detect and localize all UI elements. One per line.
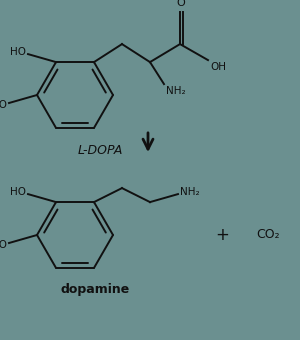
Text: HO: HO bbox=[10, 187, 26, 197]
Text: OH: OH bbox=[210, 62, 226, 72]
Text: +: + bbox=[215, 226, 229, 244]
Text: L-DOPA: L-DOPA bbox=[77, 144, 123, 157]
Text: O: O bbox=[177, 0, 185, 8]
Text: HO: HO bbox=[0, 100, 7, 110]
Text: NH₂: NH₂ bbox=[166, 86, 186, 96]
Text: HO: HO bbox=[10, 47, 26, 57]
Text: NH₂: NH₂ bbox=[180, 187, 200, 197]
Text: CO₂: CO₂ bbox=[256, 228, 280, 241]
Text: HO: HO bbox=[0, 240, 7, 250]
Text: dopamine: dopamine bbox=[60, 283, 130, 295]
